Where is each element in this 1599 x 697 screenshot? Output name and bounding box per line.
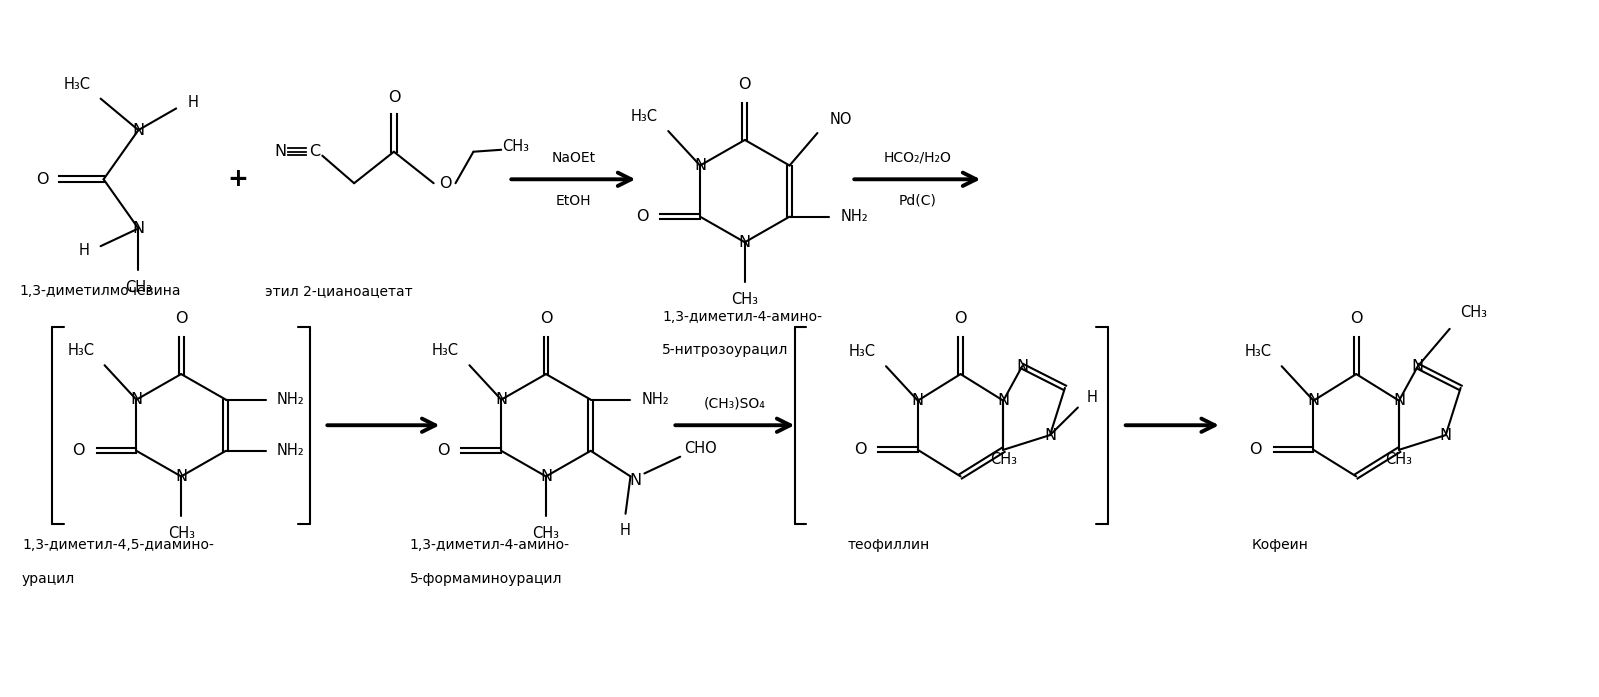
- Text: O: O: [72, 443, 85, 459]
- Text: N: N: [540, 469, 552, 484]
- Text: N: N: [1393, 393, 1406, 408]
- Text: O: O: [540, 312, 552, 326]
- Text: O: O: [739, 77, 752, 92]
- Text: H₃C: H₃C: [1244, 344, 1271, 359]
- Text: N: N: [1308, 393, 1319, 408]
- Text: CH₃: CH₃: [502, 139, 529, 154]
- Text: O: O: [636, 209, 649, 224]
- Text: H: H: [620, 523, 632, 538]
- Text: NH₂: NH₂: [841, 209, 868, 224]
- Text: O: O: [1350, 312, 1362, 326]
- Text: этил 2-цианоацетат: этил 2-цианоацетат: [265, 284, 413, 298]
- Text: H: H: [187, 95, 198, 110]
- Text: 1,3-диметил-4-амино-: 1,3-диметил-4-амино-: [662, 310, 822, 324]
- Text: N: N: [133, 221, 144, 236]
- Text: NH₂: NH₂: [277, 443, 304, 459]
- Text: урацил: урацил: [22, 572, 75, 585]
- Text: 1,3-диметилмочевина: 1,3-диметилмочевина: [19, 284, 181, 298]
- Text: NO: NO: [830, 112, 852, 127]
- Text: O: O: [438, 443, 449, 459]
- Text: H₃C: H₃C: [849, 344, 876, 359]
- Text: O: O: [174, 312, 187, 326]
- Text: N: N: [133, 123, 144, 137]
- Text: N: N: [998, 393, 1009, 408]
- Text: N: N: [174, 469, 187, 484]
- Text: CHO: CHO: [684, 441, 716, 457]
- Text: N: N: [1439, 427, 1452, 443]
- Text: 1,3-диметил-4-амино-: 1,3-диметил-4-амино-: [409, 538, 569, 552]
- Text: CH₃: CH₃: [731, 292, 758, 307]
- Text: N: N: [131, 392, 142, 407]
- Text: O: O: [1249, 443, 1262, 457]
- Text: N: N: [630, 473, 641, 488]
- Text: Кофеин: Кофеин: [1252, 538, 1308, 552]
- Text: O: O: [440, 176, 453, 191]
- Text: 1,3-диметил-4,5-диамино-: 1,3-диметил-4,5-диамино-: [22, 538, 214, 552]
- Text: HCO₂/H₂O: HCO₂/H₂O: [883, 151, 951, 164]
- Text: CH₃: CH₃: [125, 280, 152, 295]
- Text: теофиллин: теофиллин: [847, 538, 929, 552]
- Text: O: O: [387, 90, 400, 105]
- Text: N: N: [1015, 359, 1028, 374]
- Text: H₃C: H₃C: [67, 343, 94, 358]
- Text: 5-формаминоурацил: 5-формаминоурацил: [409, 572, 563, 585]
- Text: O: O: [854, 443, 867, 457]
- Text: O: O: [35, 171, 48, 187]
- Text: H₃C: H₃C: [432, 343, 459, 358]
- Text: NH₂: NH₂: [277, 392, 304, 407]
- Text: (CH₃)SO₄: (CH₃)SO₄: [704, 397, 766, 411]
- Text: N: N: [739, 235, 752, 250]
- Text: +: +: [227, 167, 248, 191]
- Text: Pd(C): Pd(C): [899, 194, 937, 208]
- Text: O: O: [955, 312, 967, 326]
- Text: NaOEt: NaOEt: [552, 151, 595, 164]
- Text: H₃C: H₃C: [64, 77, 90, 92]
- Text: N: N: [694, 158, 707, 173]
- Text: H: H: [1086, 390, 1097, 405]
- Text: EtOH: EtOH: [555, 194, 592, 208]
- Text: N: N: [496, 392, 507, 407]
- Text: CH₃: CH₃: [532, 526, 560, 541]
- Text: N: N: [1044, 427, 1055, 443]
- Text: CH₃: CH₃: [990, 452, 1017, 467]
- Text: CH₃: CH₃: [1460, 305, 1487, 320]
- Text: CH₃: CH₃: [168, 526, 195, 541]
- Text: C: C: [309, 144, 320, 159]
- Text: H: H: [78, 243, 90, 258]
- Text: CH₃: CH₃: [1385, 452, 1412, 467]
- Text: N: N: [1412, 359, 1425, 374]
- Text: H₃C: H₃C: [632, 109, 657, 124]
- Text: N: N: [911, 393, 924, 408]
- Text: 5-нитрозоурацил: 5-нитрозоурацил: [662, 344, 788, 358]
- Text: NH₂: NH₂: [641, 392, 670, 407]
- Text: N: N: [275, 144, 286, 159]
